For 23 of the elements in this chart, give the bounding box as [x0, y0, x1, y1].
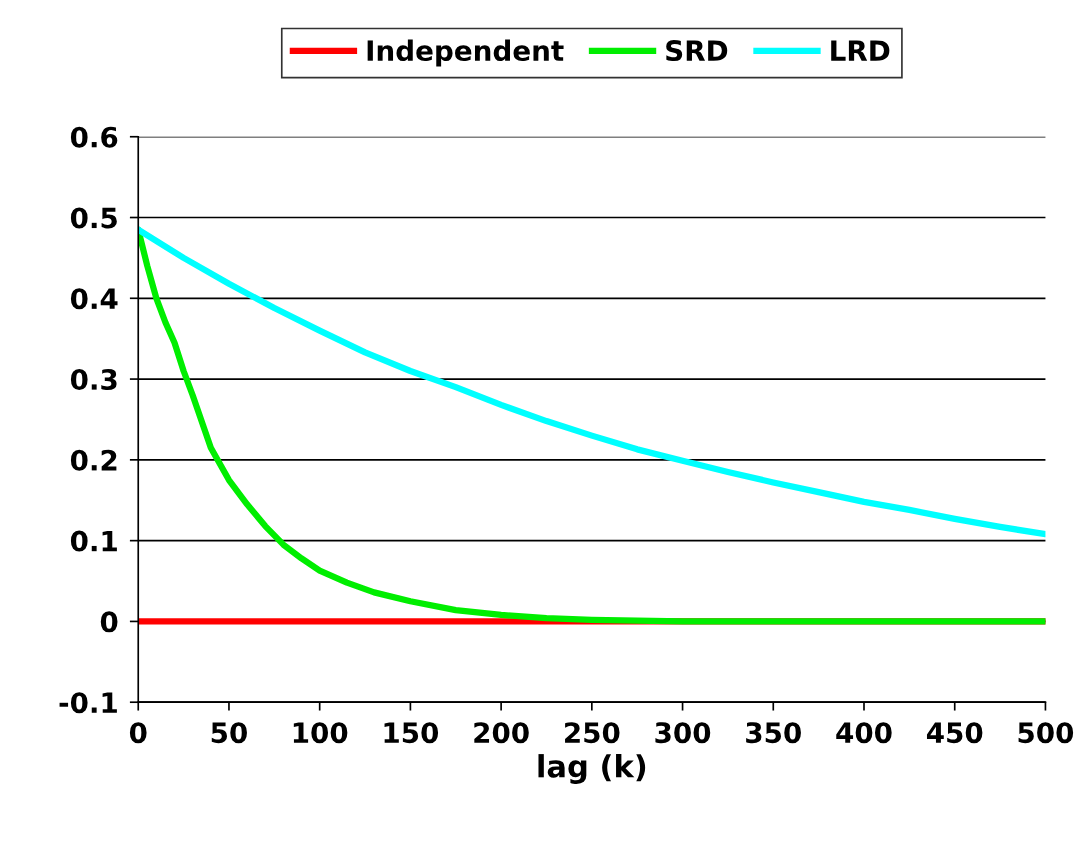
y-tick-label: 0.3 — [70, 369, 117, 391]
y-tick-label: 0.4 — [70, 288, 118, 310]
x-tick-label: 450 — [926, 722, 983, 744]
x-axis-title: lag (k) — [538, 754, 646, 784]
legend-label: SRD — [666, 40, 728, 62]
x-tick-label: 150 — [384, 722, 439, 744]
x-tick-label: 100 — [293, 722, 348, 744]
y-tick-label: 0.1 — [70, 530, 117, 552]
y-tick-label: 0.6 — [70, 126, 118, 148]
legend-label: Independent — [367, 39, 564, 67]
x-tick-label: 50 — [211, 722, 247, 744]
x-tick-label: 0 — [129, 722, 147, 744]
x-tick-label: 300 — [655, 722, 711, 744]
x-tick-label: 500 — [1018, 722, 1074, 744]
x-tick-label: 350 — [746, 722, 801, 744]
x-tick-label: 400 — [836, 722, 892, 744]
y-tick-label: -0.1 — [59, 692, 117, 714]
legend-label: LRD — [831, 40, 890, 61]
y-tick-label: 0 — [100, 611, 118, 633]
y-tick-label: 0.2 — [70, 449, 117, 471]
x-tick-label: 250 — [565, 722, 620, 744]
y-tick-label: 0.5 — [70, 207, 117, 229]
x-tick-label: 200 — [474, 722, 529, 744]
